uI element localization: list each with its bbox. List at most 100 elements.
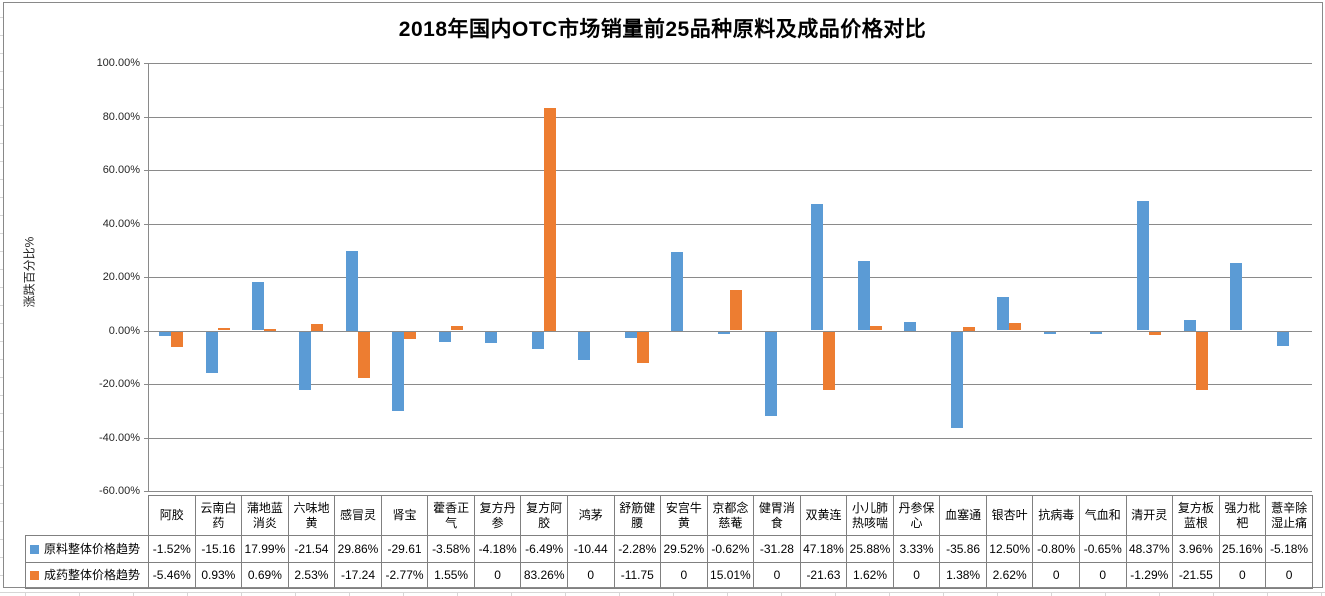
bar <box>997 297 1009 330</box>
bar <box>1196 332 1208 390</box>
value-cell: 0 <box>566 562 615 589</box>
gridline <box>148 384 1312 385</box>
legend-label: 成药整体价格趋势 <box>44 568 141 583</box>
value-cell: -1.52% <box>148 535 196 563</box>
bar <box>358 332 370 378</box>
value-cell: -15.16 <box>194 535 243 563</box>
bar <box>578 332 590 360</box>
value-cell: -10.44 <box>566 535 615 563</box>
category-header-cell: 双黄连 <box>799 495 848 536</box>
gridline <box>148 117 1312 118</box>
category-header-cell: 气血和 <box>1078 495 1127 536</box>
worksheet-gridlines-left <box>0 0 3 588</box>
value-cell: -17.24 <box>334 562 382 589</box>
bar <box>1090 332 1102 334</box>
gridline <box>148 491 1312 492</box>
value-cell: 0 <box>1032 562 1080 589</box>
bar <box>1277 332 1289 346</box>
value-cell: 1.55% <box>427 562 475 589</box>
category-header-cell: 强力枇杷 <box>1218 495 1267 536</box>
value-cell: -2.28% <box>613 535 662 563</box>
value-cell: 3.33% <box>892 535 941 563</box>
category-header-cell: 清开灵 <box>1125 495 1174 536</box>
bar <box>544 108 556 331</box>
value-cell: 0 <box>753 562 801 589</box>
bar <box>1009 323 1021 330</box>
bar <box>823 332 835 390</box>
value-cell: -5.46% <box>148 562 196 589</box>
value-cell: -0.65% <box>1078 535 1127 563</box>
value-cell: 1.38% <box>939 562 987 589</box>
axis-tick <box>144 277 148 278</box>
legend-item-finished-drug-trend: 成药整体价格趋势 <box>24 562 150 589</box>
y-tick-label: 80.00% <box>102 111 140 123</box>
value-cell: -11.75 <box>613 562 662 589</box>
value-cell: 0 <box>1078 562 1127 589</box>
bar <box>159 332 171 336</box>
bar <box>264 329 276 331</box>
bar <box>858 261 870 330</box>
value-cell: 12.50% <box>985 535 1034 563</box>
category-header-cell: 健胃消食 <box>753 495 801 536</box>
category-header-cell: 血塞通 <box>939 495 987 536</box>
bar <box>637 332 649 363</box>
value-cell: -21.55 <box>1172 562 1220 589</box>
value-cell: -21.63 <box>799 562 848 589</box>
value-cell: 15.01% <box>706 562 755 589</box>
bar <box>299 332 311 390</box>
category-header-cell: 六味地黄 <box>287 495 336 536</box>
value-cell: 2.53% <box>287 562 336 589</box>
y-tick-label: 0.00% <box>108 325 140 337</box>
bar <box>951 332 963 428</box>
axis-tick <box>144 170 148 171</box>
value-cell: 0 <box>1265 562 1313 589</box>
value-cell: -1.29% <box>1125 562 1174 589</box>
category-header-cell: 复方丹参 <box>473 495 522 536</box>
bar <box>392 332 404 411</box>
bar <box>485 332 497 343</box>
y-tick-label: 100.00% <box>96 57 140 69</box>
y-axis-line <box>148 63 149 491</box>
gridline <box>148 277 1312 278</box>
category-header-cell: 藿香正气 <box>427 495 475 536</box>
value-cell: -0.80% <box>1032 535 1080 563</box>
y-tick-label: 20.00% <box>102 271 140 283</box>
data-table: 阿胶 云南白药 蒲地蓝消炎 六味地黄 感冒灵 肾宝 藿香正气 复方丹参 复方阿胶 鸿茅 舒筋健腰 安宫… <box>24 495 1313 589</box>
value-cell: -21.54 <box>287 535 336 563</box>
value-cell: 29.52% <box>660 535 708 563</box>
value-cell: -5.18% <box>1265 535 1313 563</box>
axis-tick <box>144 384 148 385</box>
value-cell: 25.16% <box>1218 535 1267 563</box>
value-cell: -35.86 <box>939 535 987 563</box>
table-corner-cell <box>26 496 149 536</box>
bar <box>206 332 218 373</box>
bar <box>252 282 264 330</box>
y-tick-label: 60.00% <box>102 164 140 176</box>
value-cell: 1.62% <box>846 562 894 589</box>
value-cell: -3.58% <box>427 535 475 563</box>
axis-tick <box>144 491 148 492</box>
bar <box>1044 332 1056 334</box>
axis-tick <box>144 63 148 64</box>
chart-object-frame[interactable] <box>3 2 1323 588</box>
value-cell: 25.88% <box>846 535 894 563</box>
category-header-cell: 阿胶 <box>148 495 196 536</box>
chart-title: 2018年国内OTC市场销量前25品种原料及成品价格对比 <box>398 18 927 41</box>
category-header-cell: 小儿肺热咳喘 <box>846 495 894 536</box>
value-cell: -6.49% <box>520 535 568 563</box>
category-header-cell: 蒲地蓝消炎 <box>241 495 289 536</box>
legend-swatch-icon <box>30 571 39 581</box>
axis-tick <box>144 438 148 439</box>
bar <box>1184 320 1196 331</box>
category-header-cell: 肾宝 <box>380 495 429 536</box>
y-tick-label: -40.00% <box>99 432 140 444</box>
gridline <box>148 331 1312 332</box>
bar <box>904 322 916 331</box>
category-header-cell: 复方阿胶 <box>520 495 568 536</box>
category-header-cell: 复方板蓝根 <box>1172 495 1220 536</box>
gridline <box>148 438 1312 439</box>
bar <box>625 332 637 338</box>
value-cell: -31.28 <box>753 535 801 563</box>
axis-tick <box>144 117 148 118</box>
bar <box>1137 201 1149 330</box>
